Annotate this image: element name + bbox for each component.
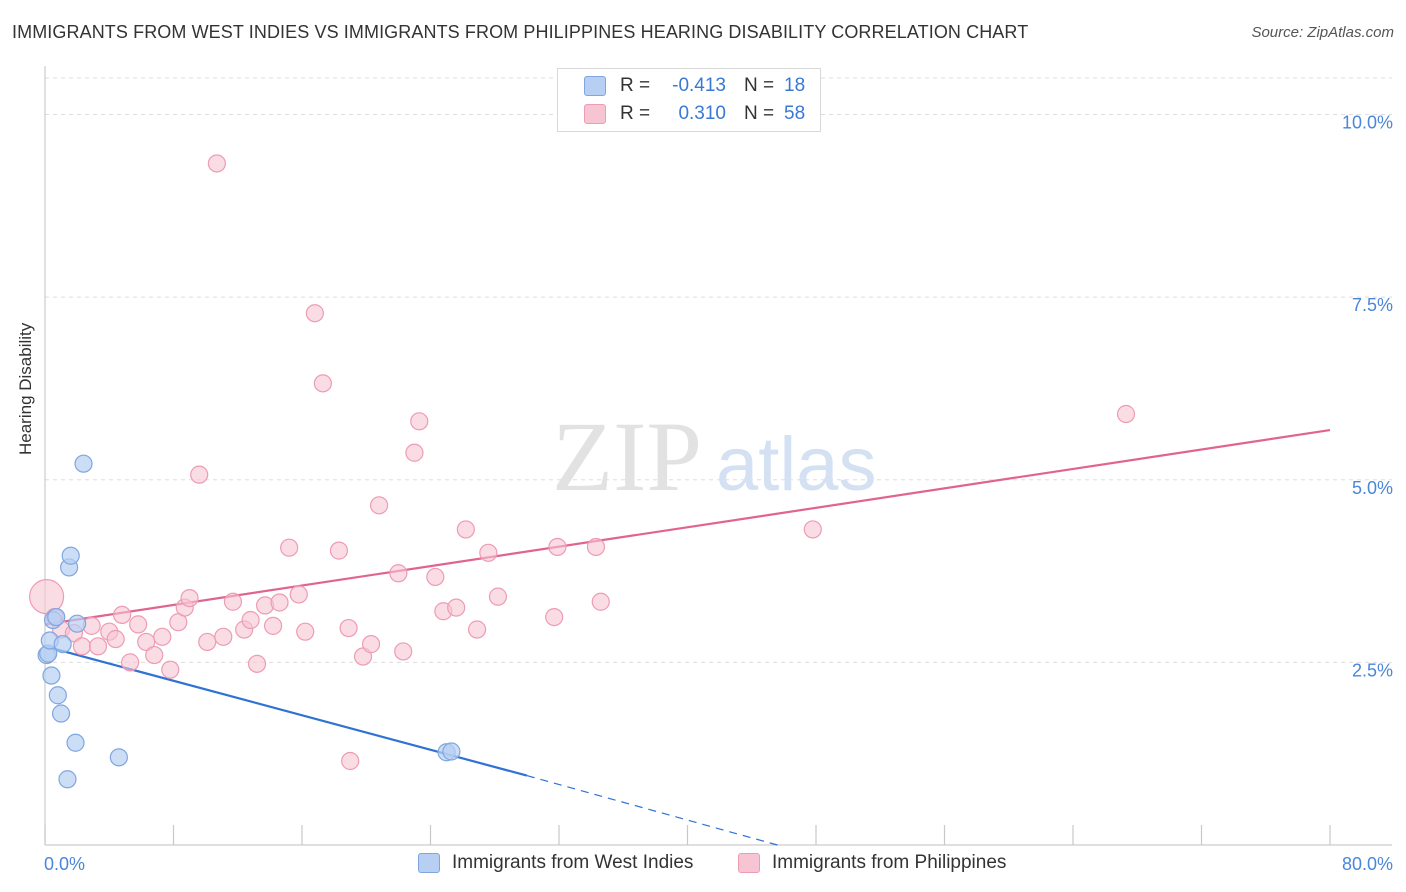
y-tick-label: 5.0% xyxy=(1352,478,1393,498)
point-philippines xyxy=(223,592,243,611)
data-points xyxy=(29,154,1136,789)
point-philippines xyxy=(410,412,429,431)
source-label: Source: ZipAtlas.com xyxy=(1251,24,1394,41)
point-philippines xyxy=(305,304,324,323)
point-philippines xyxy=(329,541,349,560)
legend-swatch-blue xyxy=(418,853,440,873)
y-tick-label: 10.0% xyxy=(1342,113,1393,133)
point-philippines xyxy=(190,465,209,484)
y-tick-label: 2.5% xyxy=(1352,660,1393,680)
r-value: 0.310 xyxy=(678,103,726,124)
point-philippines xyxy=(591,592,610,611)
legend-swatch-pink xyxy=(738,853,760,873)
point-philippines xyxy=(106,629,125,649)
point-philippines xyxy=(341,751,360,771)
point-philippines xyxy=(296,622,315,641)
legend-swatch-blue xyxy=(584,76,606,96)
point-philippines xyxy=(112,605,132,625)
legend-row-west-indies: R = -0.413 N = 18 xyxy=(558,73,805,99)
point-west-indies xyxy=(66,733,85,752)
point-philippines xyxy=(803,520,822,539)
gridlines xyxy=(45,77,1392,663)
point-philippines xyxy=(72,637,92,656)
point-philippines xyxy=(313,374,332,393)
point-west-indies xyxy=(53,635,72,654)
r-value: -0.413 xyxy=(672,75,726,96)
watermark-zip: ZIP xyxy=(552,401,702,512)
point-philippines xyxy=(545,607,564,627)
x-tick-label: 80.0% xyxy=(1342,854,1393,874)
point-philippines xyxy=(241,610,260,630)
r-label: R = xyxy=(620,75,651,96)
trend-line-west-indies-extension xyxy=(526,775,778,846)
point-philippines xyxy=(586,537,606,557)
point-west-indies xyxy=(51,704,71,723)
point-philippines xyxy=(488,587,508,606)
n-value: 18 xyxy=(784,75,806,96)
point-philippines xyxy=(207,154,226,173)
point-west-indies xyxy=(58,770,77,789)
point-philippines xyxy=(145,645,164,665)
point-philippines xyxy=(548,537,567,557)
point-philippines xyxy=(263,616,283,635)
legend-row-philippines: R = 0.310 N = 58 xyxy=(558,101,805,127)
point-philippines xyxy=(394,642,413,661)
watermark: ZIP atlas xyxy=(552,401,877,512)
point-philippines xyxy=(389,564,408,583)
chart-title: IMMIGRANTS FROM WEST INDIES VS IMMIGRANT… xyxy=(12,22,1029,42)
n-label: N = xyxy=(744,75,775,96)
point-philippines xyxy=(370,496,389,515)
legend-label: Immigrants from West Indies xyxy=(452,852,694,873)
series-legend: Immigrants from West Indies Immigrants f… xyxy=(0,852,1406,878)
point-philippines xyxy=(121,653,140,672)
point-west-indies xyxy=(47,607,66,627)
axes xyxy=(44,66,1392,846)
point-west-indies xyxy=(109,748,128,767)
n-label: N = xyxy=(744,103,775,124)
point-philippines xyxy=(198,632,217,652)
point-philippines xyxy=(88,637,108,656)
legend-label: Immigrants from Philippines xyxy=(772,852,1007,873)
point-west-indies xyxy=(68,614,87,633)
legend-item-philippines[interactable]: Immigrants from Philippines xyxy=(738,852,1006,874)
point-philippines xyxy=(361,635,381,654)
n-value: 58 xyxy=(784,103,806,124)
r-label: R = xyxy=(620,103,651,124)
point-philippines xyxy=(405,443,424,462)
point-philippines xyxy=(280,538,299,557)
point-philippines xyxy=(426,567,445,587)
point-philippines xyxy=(467,620,487,639)
point-philippines xyxy=(270,593,289,612)
y-tick-label: 7.5% xyxy=(1352,295,1393,315)
point-philippines xyxy=(247,654,267,673)
watermark-atlas: atlas xyxy=(716,422,877,507)
point-philippines xyxy=(180,588,199,608)
point-west-indies xyxy=(61,546,80,565)
point-west-indies xyxy=(74,454,93,473)
point-philippines xyxy=(153,627,172,646)
point-philippines xyxy=(129,615,148,634)
tick-labels: 2.5% 5.0% 7.5% 10.0% 0.0% 80.0% xyxy=(44,113,1393,874)
point-west-indies xyxy=(48,686,67,705)
legend-item-west-indies[interactable]: Immigrants from West Indies xyxy=(418,852,693,874)
point-philippines xyxy=(214,627,233,646)
point-philippines xyxy=(456,520,475,539)
point-philippines xyxy=(289,585,308,604)
point-philippines xyxy=(479,543,498,562)
legend-swatch-pink xyxy=(584,104,606,124)
point-west-indies xyxy=(42,666,61,685)
point-philippines xyxy=(339,618,358,638)
point-philippines xyxy=(137,632,156,652)
point-philippines xyxy=(1116,404,1136,424)
point-philippines xyxy=(447,598,466,617)
stats-legend: R = -0.413 N = 18 R = 0.310 N = 58 xyxy=(557,68,821,132)
point-west-indies xyxy=(442,742,461,761)
x-tick-label: 0.0% xyxy=(44,854,85,874)
trend-line-philippines xyxy=(44,429,1331,626)
point-philippines xyxy=(161,660,180,679)
